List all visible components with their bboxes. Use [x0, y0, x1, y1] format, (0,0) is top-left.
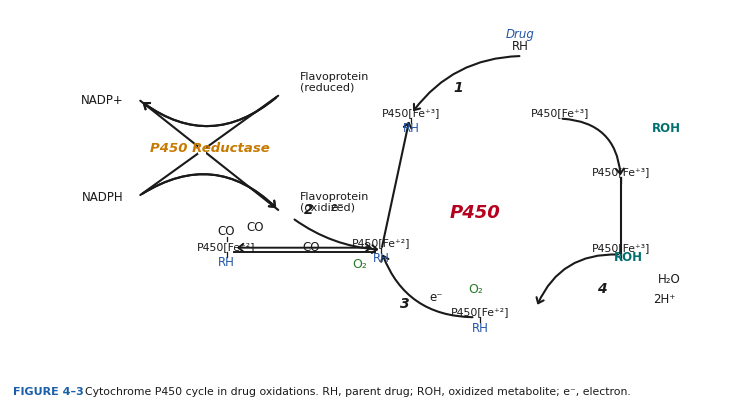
Text: 3: 3 — [400, 297, 410, 311]
Text: 4: 4 — [597, 282, 607, 296]
Text: (oxidized): (oxidized) — [300, 203, 354, 213]
Text: 1: 1 — [454, 81, 463, 95]
Text: NADP+: NADP+ — [81, 94, 124, 107]
Text: P450[Fe⁺³]: P450[Fe⁺³] — [383, 107, 440, 118]
Text: 2: 2 — [304, 203, 314, 217]
Text: P450[Fe⁺²]: P450[Fe⁺²] — [451, 307, 509, 317]
Text: CO: CO — [218, 225, 235, 239]
Text: CO: CO — [303, 241, 320, 254]
Text: P450[Fe⁺³]: P450[Fe⁺³] — [591, 243, 650, 253]
Text: O₂: O₂ — [352, 258, 367, 271]
Text: CO: CO — [246, 221, 263, 234]
Text: NADPH: NADPH — [81, 190, 124, 204]
Text: Drug: Drug — [506, 28, 535, 41]
Text: H₂O: H₂O — [659, 273, 681, 286]
Text: 2H⁺: 2H⁺ — [653, 293, 676, 306]
Text: P450 Reductase: P450 Reductase — [149, 142, 269, 155]
Text: e⁻: e⁻ — [429, 291, 443, 304]
Text: P450[Fe⁺²]: P450[Fe⁺²] — [198, 242, 256, 252]
Text: FIGURE 4–3: FIGURE 4–3 — [13, 387, 84, 397]
Text: O₂: O₂ — [468, 283, 482, 296]
Text: Flavoprotein: Flavoprotein — [300, 72, 369, 82]
Text: RH: RH — [471, 322, 488, 335]
Text: Flavoprotein: Flavoprotein — [300, 192, 369, 202]
Text: P450: P450 — [450, 204, 501, 222]
Text: P450[Fe⁺³]: P450[Fe⁺³] — [591, 167, 650, 177]
Text: ROH: ROH — [613, 251, 643, 264]
Text: RH: RH — [373, 252, 390, 265]
Text: P450[Fe⁺²]: P450[Fe⁺²] — [352, 238, 411, 248]
Text: P450[Fe⁺³]: P450[Fe⁺³] — [531, 107, 589, 118]
Text: e⁻: e⁻ — [331, 201, 344, 214]
Text: RH: RH — [218, 256, 235, 269]
Text: RH: RH — [403, 122, 420, 135]
Text: RH: RH — [512, 39, 529, 53]
Bar — [198, 147, 206, 154]
Text: (reduced): (reduced) — [300, 83, 354, 93]
Text: ROH: ROH — [652, 122, 681, 135]
Text: Cytochrome P450 cycle in drug oxidations. RH, parent drug; ROH, oxidized metabol: Cytochrome P450 cycle in drug oxidations… — [78, 387, 631, 397]
